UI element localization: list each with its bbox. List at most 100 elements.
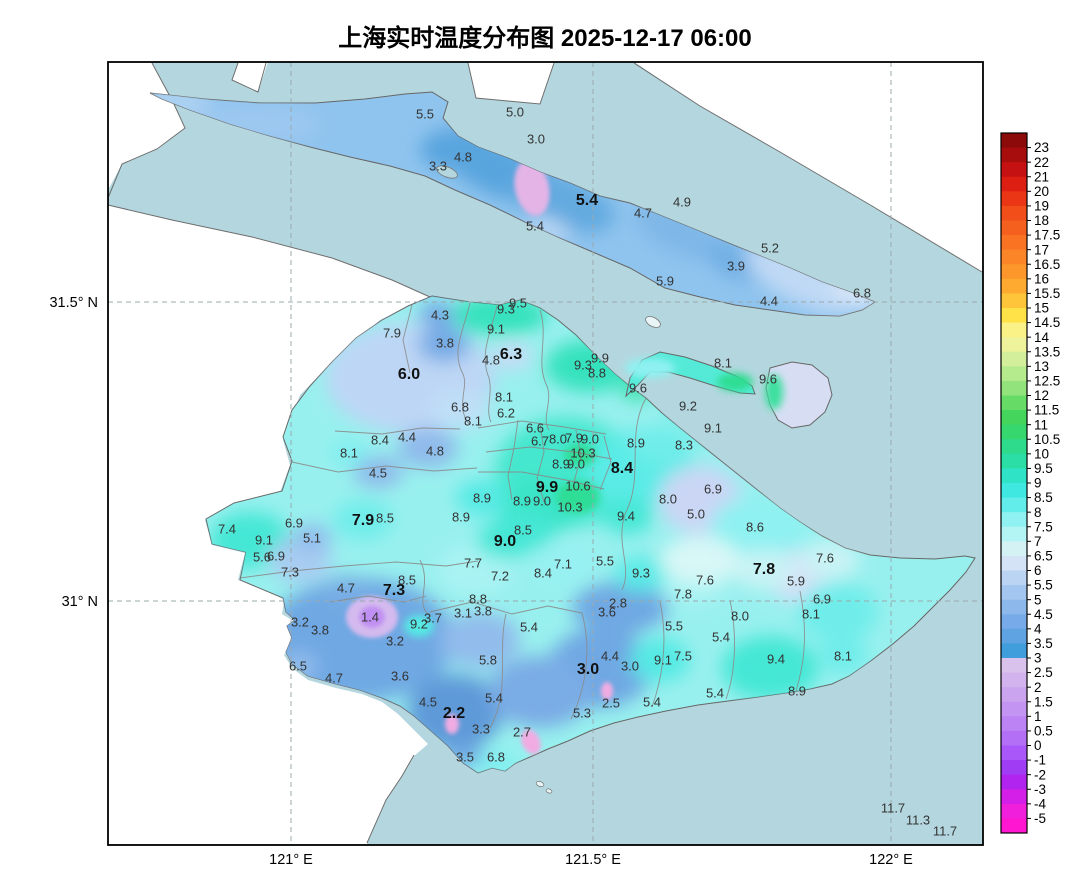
- colorbar-band: [1001, 570, 1027, 586]
- colorbar-band: [1001, 760, 1027, 776]
- x-axis-tick-label: 121.5° E: [565, 852, 621, 868]
- station-value: 3.6: [598, 605, 616, 620]
- station-value: 7.8: [753, 561, 775, 578]
- colorbar-legend: 23222120191817.51716.51615.51514.51413.5…: [1000, 132, 1060, 834]
- colorbar-band: [1001, 410, 1027, 426]
- station-value: 7.1: [554, 557, 572, 572]
- station-value: 5.6: [253, 550, 271, 565]
- colorbar-tick-label: 10.5: [1034, 432, 1060, 447]
- station-value: 8.3: [675, 438, 693, 453]
- mainland-shanghai: [205, 295, 976, 774]
- station-value: 3.2: [291, 615, 309, 630]
- station-value: 5.2: [761, 241, 779, 256]
- station-value: 3.3: [429, 159, 447, 174]
- station-value: 7.9: [352, 512, 374, 529]
- station-value: 3.9: [727, 259, 745, 274]
- colorbar-band: [1001, 687, 1027, 703]
- station-value: 3.6: [391, 669, 409, 684]
- station-value: 4.5: [369, 466, 387, 481]
- station-value: 11.3: [906, 813, 930, 828]
- colorbar-band: [1001, 672, 1027, 688]
- station-value: 7.8: [674, 587, 692, 602]
- colorbar-tick-label: 18: [1034, 213, 1049, 228]
- colorbar-band: [1001, 803, 1027, 819]
- colorbar-tick-label: 17.5: [1034, 228, 1060, 243]
- colorbar-band: [1001, 147, 1027, 163]
- colorbar-band: [1001, 483, 1027, 498]
- colorbar-band: [1001, 701, 1027, 717]
- colorbar-band: [1001, 293, 1027, 309]
- colorbar-tick-label: 13: [1034, 359, 1049, 374]
- station-value: 5.5: [596, 554, 614, 569]
- station-value: 9.0: [567, 457, 585, 472]
- station-value: 7.9: [383, 326, 401, 341]
- hengsha-island: [765, 361, 833, 429]
- colorbar-tick-label: 15: [1034, 301, 1049, 316]
- station-value: 9.1: [255, 533, 273, 548]
- colorbar-band: [1001, 366, 1027, 382]
- station-value: 9.4: [617, 509, 635, 524]
- station-value: 7.3: [383, 582, 405, 599]
- colorbar-tick-label: -3: [1034, 782, 1046, 797]
- islets: [535, 316, 661, 794]
- station-value: 9.0: [581, 432, 599, 447]
- station-value: 2.5: [602, 696, 620, 711]
- colorbar-band: [1001, 789, 1027, 805]
- station-value: 6.9: [267, 549, 285, 564]
- colorbar-band: [1001, 658, 1027, 673]
- station-value: 8.1: [802, 607, 820, 622]
- colorbar-tick-label: 14: [1034, 330, 1050, 345]
- station-value: 6.9: [813, 592, 831, 607]
- station-value: 6.8: [487, 750, 505, 765]
- colorbar-band: [1001, 628, 1027, 644]
- cold-spot-chongming: [514, 160, 550, 216]
- colorbar-band: [1001, 643, 1027, 659]
- station-value: 5.4: [526, 219, 544, 234]
- colorbar-tick-label: 5.5: [1034, 578, 1053, 593]
- colorbar-tick-label: 9: [1034, 476, 1042, 491]
- station-value: 5.4: [643, 695, 661, 710]
- station-value: 3.5: [456, 750, 474, 765]
- station-value: 3.0: [577, 661, 599, 678]
- station-value: 3.0: [621, 659, 639, 674]
- colorbar-tick-label: 11: [1034, 417, 1048, 432]
- colorbar-band: [1001, 716, 1027, 732]
- station-value: 8.4: [371, 433, 389, 448]
- station-value: 6.2: [497, 406, 515, 421]
- station-value: 6.0: [398, 366, 420, 383]
- station-value: 8.9: [513, 494, 531, 509]
- station-value: 8.5: [398, 573, 416, 588]
- station-value: 8.0: [549, 432, 567, 447]
- station-value: 7.2: [491, 569, 509, 584]
- colorbar-tick-label: 21: [1034, 169, 1049, 184]
- station-value: 8.1: [340, 446, 358, 461]
- station-value: 3.7: [424, 611, 442, 626]
- colorbar-band: [1001, 308, 1027, 323]
- x-axis-tick-label: 121° E: [269, 852, 313, 868]
- colorbar-band: [1001, 176, 1027, 192]
- station-value: 6.6: [526, 421, 544, 436]
- colorbar-band: [1001, 220, 1027, 236]
- station-value: 4.5: [419, 695, 437, 710]
- y-axis-tick-label: 31° N: [62, 594, 98, 610]
- page-title: 上海实时温度分布图 2025-12-17 06:00: [338, 24, 751, 52]
- colorbar-band: [1001, 191, 1027, 207]
- station-value: 11.7: [881, 801, 905, 816]
- station-value: 7.7: [464, 556, 482, 571]
- colorbar-band: [1001, 235, 1027, 251]
- station-value: 6.3: [500, 346, 522, 363]
- station-value: 8.1: [464, 414, 482, 429]
- station-value: 2.2: [443, 705, 465, 722]
- colorbar-band: [1001, 599, 1027, 615]
- station-values: 5.5 5.03.04.83.35.45.44.74.95.23.95.94.46…: [218, 105, 957, 839]
- station-value: 5.0: [687, 507, 705, 522]
- station-value: 2.8: [609, 596, 627, 611]
- colorbar-tick-label: 13.5: [1034, 344, 1060, 359]
- colorbar-band: [1001, 264, 1027, 280]
- station-value: 8.1: [495, 390, 513, 405]
- station-value: 8.1: [834, 649, 852, 664]
- colorbar-tick-label: 8: [1034, 505, 1042, 520]
- station-value: 7.5: [674, 649, 692, 664]
- district-boundaries: [239, 302, 805, 729]
- station-value: 7.3: [281, 565, 299, 580]
